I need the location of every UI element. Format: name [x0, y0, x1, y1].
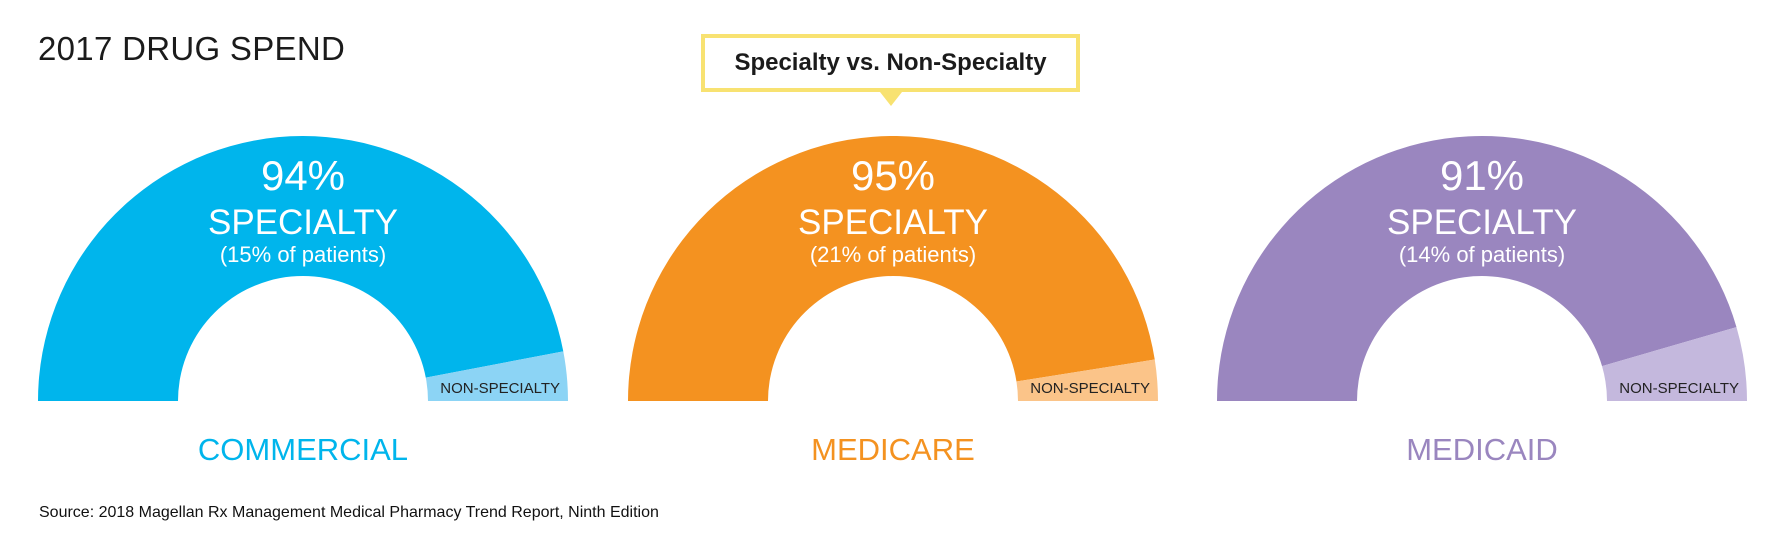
- medicare-patients-detail: (21% of patients): [810, 242, 976, 267]
- commercial-specialty-percent: 94%: [261, 152, 345, 199]
- medicaid-patients-detail: (14% of patients): [1399, 242, 1565, 267]
- commercial-gauge: 94% SPECIALTY(15% of patients) NON-SPECIAL…: [38, 136, 568, 467]
- medicaid-specialty-label: SPECIALTY: [1387, 203, 1577, 242]
- commercial-segment-label: COMMERCIAL: [198, 432, 408, 467]
- commercial-non-specialty-label: NON-SPECIALTY: [440, 380, 560, 397]
- medicare-segment-label: MEDICARE: [811, 432, 975, 467]
- commercial-non-specialty-slice: [425, 351, 568, 401]
- medicare-specialty-slice: [628, 136, 1155, 401]
- medicaid-gauge: 91% SPECIALTY(14% of patients) NON-SPECIAL…: [1217, 136, 1747, 467]
- medicare-non-specialty-slice: [1016, 359, 1158, 401]
- medicare-specialty-label: SPECIALTY: [798, 203, 988, 242]
- callout-pointer: [880, 92, 902, 106]
- medicaid-specialty-slice: [1217, 136, 1737, 402]
- medicaid-specialty-percent: 91%: [1440, 152, 1524, 199]
- commercial-specialty-slice: [38, 136, 564, 401]
- medicaid-segment-label: MEDICAID: [1406, 432, 1558, 467]
- commercial-specialty-label: SPECIALTY: [208, 203, 398, 242]
- medicare-gauge: 95% SPECIALTY(21% of patients) NON-SPECIAL…: [628, 136, 1158, 467]
- medicare-non-specialty-label: NON-SPECIALTY: [1030, 380, 1150, 397]
- medicaid-non-specialty-label: NON-SPECIALTY: [1619, 380, 1739, 397]
- callout-box: Specialty vs. Non-Specialty: [701, 34, 1080, 92]
- medicare-specialty-percent: 95%: [851, 152, 935, 199]
- commercial-patients-detail: (15% of patients): [220, 242, 386, 267]
- medicaid-non-specialty-slice: [1602, 327, 1747, 401]
- page-title: 2017 DRUG SPEND: [38, 30, 346, 67]
- callout-label: Specialty vs. Non-Specialty: [734, 49, 1047, 76]
- source-note: Source: 2018 Magellan Rx Management Medi…: [39, 504, 659, 521]
